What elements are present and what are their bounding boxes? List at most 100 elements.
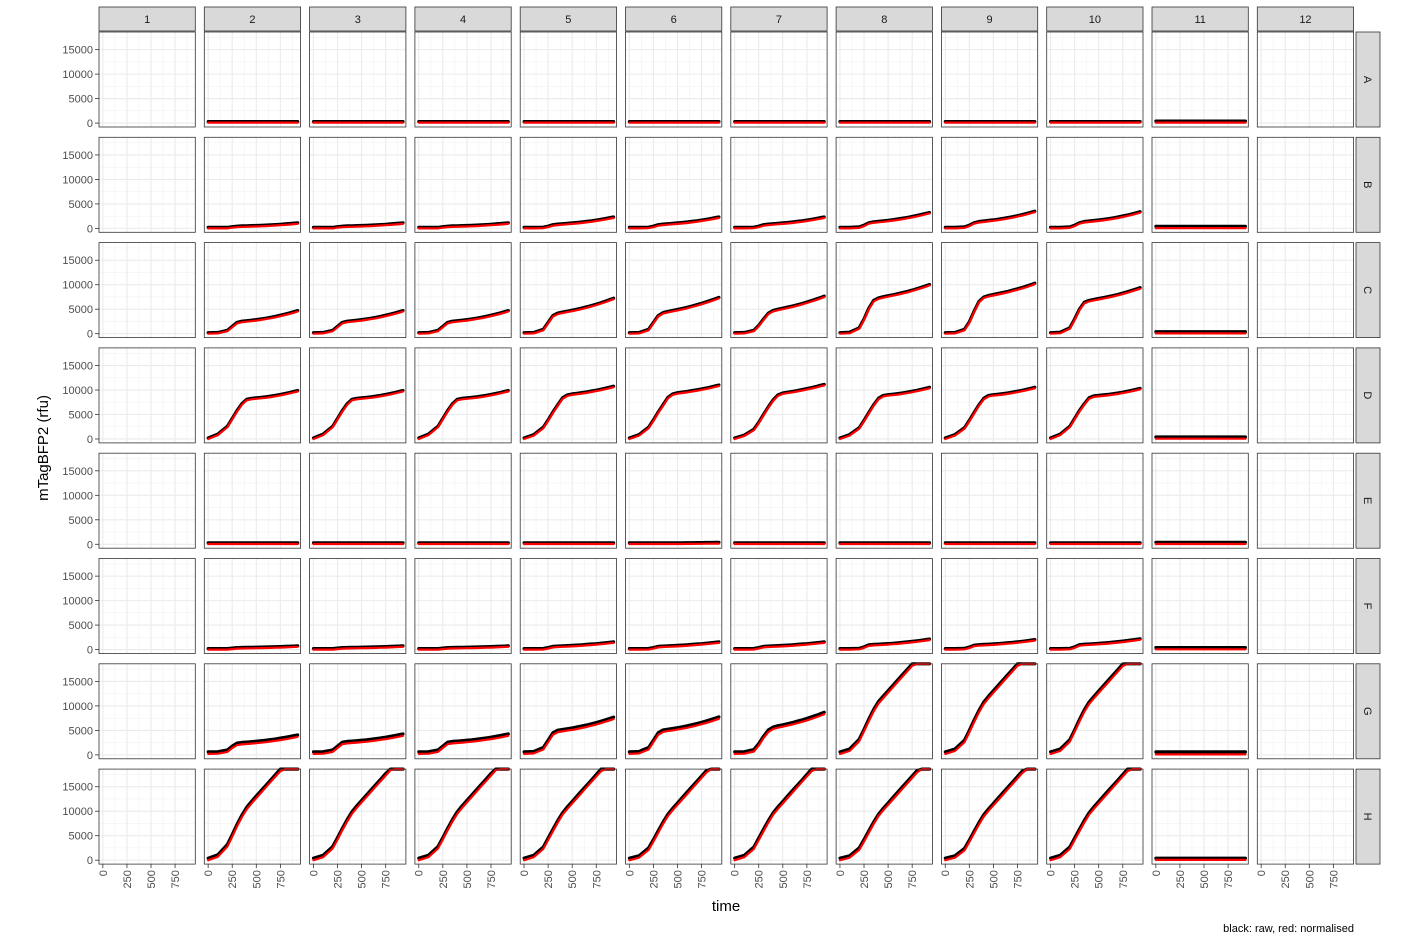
series-normalised-line <box>733 384 826 441</box>
panel-background <box>414 453 512 549</box>
panel-background <box>1152 242 1249 338</box>
column-strip <box>203 6 302 32</box>
facet-panel-G4 <box>414 663 512 760</box>
panel-border <box>730 452 828 549</box>
panel-border <box>414 452 512 549</box>
column-strip <box>519 6 617 32</box>
facet-panel-A1 <box>98 31 196 128</box>
panel-border <box>730 31 828 128</box>
panel-border <box>941 136 1039 233</box>
y-tick-label: 0 <box>87 329 93 341</box>
row-strip-label: A <box>1361 76 1373 84</box>
series-normalised-line <box>838 638 931 651</box>
facet-panel-B8 <box>835 136 933 233</box>
facet-panel-A11 <box>1151 31 1249 128</box>
series-normalised-line <box>944 387 1036 441</box>
panel-border <box>1256 347 1355 444</box>
facet-panel-G10 <box>1046 662 1144 760</box>
row-strip <box>1355 31 1381 128</box>
series-normalised-line <box>417 645 510 651</box>
series-normalised-line <box>733 713 826 756</box>
x-tick-label: 0 <box>1256 870 1268 876</box>
facet-panel-E11 <box>1151 452 1249 549</box>
series-normalised-line <box>838 387 931 441</box>
row-strip-label: H <box>1361 813 1373 821</box>
facet-panel-C12 <box>1256 242 1355 339</box>
panel-background <box>204 453 301 549</box>
panel-background <box>1257 347 1354 443</box>
panel-border <box>203 558 302 654</box>
column-strip <box>1151 6 1249 32</box>
panel-border <box>941 558 1039 654</box>
series-normalised-line <box>628 717 721 756</box>
row-strip <box>1355 347 1381 444</box>
panel-border <box>519 768 617 865</box>
panel-border <box>1151 558 1249 654</box>
panel-background <box>941 453 1038 549</box>
facet-panel-A3 <box>309 31 407 128</box>
y-tick-label: 0 <box>87 434 93 446</box>
y-tick-label: 10000 <box>62 490 93 502</box>
facet-panel-D1 <box>98 347 196 444</box>
facet-panel-C6 <box>625 242 723 339</box>
y-tick-label: 5000 <box>69 620 93 632</box>
x-tick-label: 500 <box>462 870 474 888</box>
panel-background <box>99 242 196 338</box>
panel-background <box>414 769 512 865</box>
row-strip <box>1355 663 1381 760</box>
series-normalised-line <box>628 767 721 862</box>
panel-border <box>1046 136 1144 233</box>
panel-border <box>414 558 512 654</box>
x-tick-label: 0 <box>1046 870 1058 876</box>
facet-panel-D10 <box>1046 347 1144 444</box>
panel-background <box>730 663 828 759</box>
x-axis-title: time <box>712 898 740 915</box>
panel-border <box>625 663 723 760</box>
x-tick-label: 750 <box>1012 870 1024 888</box>
panel-background <box>309 347 406 443</box>
facet-panel-C8 <box>835 242 933 339</box>
row-strip-label: F <box>1361 603 1373 610</box>
y-tick-label: 15000 <box>62 45 93 57</box>
facet-panel-D4 <box>414 347 512 444</box>
facet-panel-C9 <box>941 242 1039 339</box>
facet-panel-C4 <box>414 242 512 339</box>
series-normalised-line <box>207 390 299 441</box>
row-strip <box>1355 136 1381 233</box>
panel-background <box>836 663 933 759</box>
facet-panel-D12 <box>1256 347 1355 444</box>
panel-border <box>625 558 723 654</box>
y-tick-label: 10000 <box>62 174 93 186</box>
panel-background <box>625 769 722 865</box>
x-tick-label: 0 <box>1151 870 1163 876</box>
panel-background <box>1152 663 1249 759</box>
panel-background <box>941 242 1038 338</box>
panel-border <box>1046 242 1144 339</box>
facet-panel-E5 <box>519 452 617 549</box>
facet-panel-A2 <box>203 31 302 128</box>
series-normalised-line <box>1049 638 1142 651</box>
panel-border <box>1151 242 1249 339</box>
panel-border <box>309 136 407 233</box>
series-normalised-line <box>628 297 721 335</box>
facet-panel-H10 <box>1046 767 1144 865</box>
x-tick-label: 500 <box>357 870 369 888</box>
x-tick-label: 0 <box>835 870 847 876</box>
facet-panel-F4 <box>414 558 512 654</box>
facet-panel-H2 <box>203 767 302 865</box>
facet-panel-E6 <box>625 452 723 549</box>
panel-background <box>1046 137 1143 233</box>
facet-panel-A5 <box>519 31 617 128</box>
facet-panel-G2 <box>203 663 302 760</box>
x-tick-label: 750 <box>486 870 498 888</box>
facet-panel-B4 <box>414 136 512 233</box>
y-tick-label: 5000 <box>69 831 93 843</box>
panel-border <box>625 136 723 233</box>
panel-background <box>941 769 1038 865</box>
series-normalised-line <box>207 222 299 230</box>
panel-border <box>98 452 196 549</box>
y-tick-label: 0 <box>87 855 93 867</box>
series-normalised-line <box>417 767 510 862</box>
facet-panel-C7 <box>730 242 828 339</box>
